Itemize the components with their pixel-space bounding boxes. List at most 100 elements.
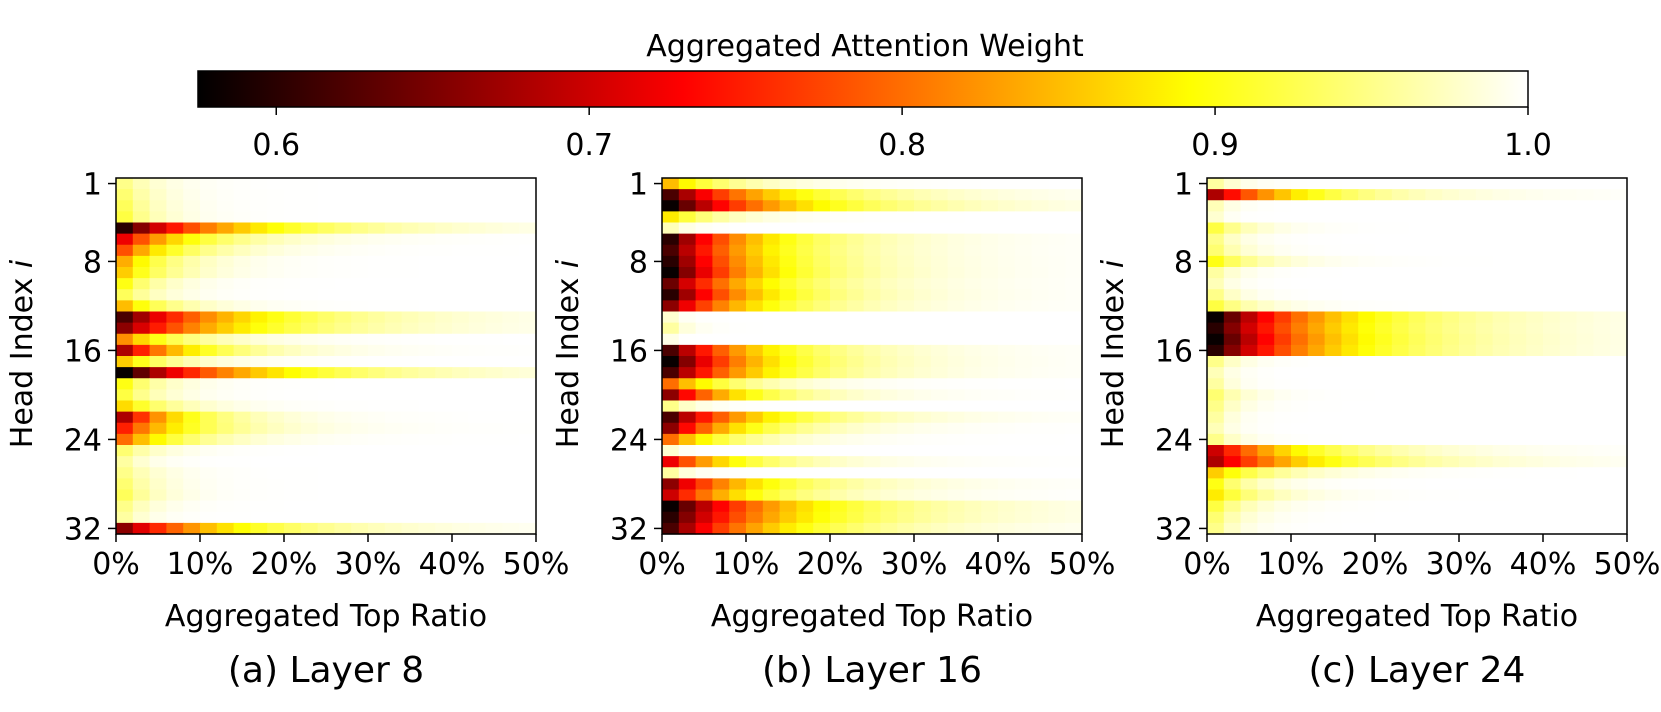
- heatmap-cell: [502, 322, 520, 335]
- heatmap-cell: [1425, 211, 1443, 224]
- heatmap-cell: [468, 333, 487, 346]
- heatmap-cell: [183, 478, 201, 491]
- heatmap-cell: [317, 400, 335, 413]
- heatmap-cell: [233, 289, 251, 301]
- heatmap-cell: [1240, 189, 1258, 201]
- heatmap-cell: [947, 422, 965, 435]
- heatmap-cell: [1291, 467, 1309, 479]
- heatmap-cell: [267, 244, 285, 257]
- heatmap-cell: [1509, 522, 1527, 535]
- heatmap-cell: [1341, 300, 1359, 313]
- heatmap-cell: [1509, 178, 1527, 190]
- heatmap-cell: [233, 433, 251, 446]
- heatmap-cell: [1492, 489, 1510, 502]
- heatmap-cell: [502, 200, 520, 212]
- heatmap-cell: [132, 333, 151, 346]
- heatmap-cell: [418, 411, 436, 424]
- heatmap-cell: [830, 500, 848, 513]
- heatmap-cell: [1375, 389, 1393, 402]
- heatmap-cell: [796, 255, 814, 268]
- heatmap-cell: [334, 300, 352, 313]
- heatmap-cell: [813, 311, 831, 324]
- heatmap-cell: [729, 267, 747, 279]
- heatmap-cell: [1358, 211, 1376, 224]
- heatmap-cell: [519, 356, 537, 368]
- heatmap-cell: [502, 244, 520, 257]
- x-tick-label: 10%: [167, 547, 234, 582]
- x-tick-label: 50%: [1594, 547, 1661, 582]
- heatmap-cell: [1408, 189, 1426, 201]
- heatmap-cell: [1341, 344, 1359, 357]
- heatmap-cell: [1459, 489, 1477, 502]
- heatmap-cell: [1509, 255, 1527, 268]
- heatmap-cell: [1324, 478, 1342, 491]
- colorbar-title: Aggregated Attention Weight: [646, 29, 1084, 64]
- heatmap-cell: [1048, 389, 1066, 402]
- heatmap-cell: [233, 200, 251, 212]
- heatmap-cell: [300, 178, 319, 190]
- heatmap-cell: [947, 467, 965, 479]
- heatmap-cell: [695, 244, 713, 257]
- heatmap-cell: [1014, 489, 1033, 502]
- heatmap-cell: [1048, 211, 1066, 224]
- heatmap-cell: [712, 200, 730, 212]
- heatmap-cell: [880, 233, 898, 246]
- heatmap-cell: [284, 400, 302, 413]
- heatmap-cell: [678, 189, 697, 201]
- heatmap-cell: [149, 378, 167, 390]
- heatmap-cell: [334, 378, 352, 390]
- heatmap-cell: [1324, 200, 1342, 212]
- heatmap-cell: [1559, 445, 1578, 457]
- heatmap-cell: [1593, 333, 1611, 346]
- heatmap-cell: [1408, 311, 1426, 324]
- heatmap-cell: [914, 311, 932, 324]
- heatmap-cell: [678, 522, 697, 535]
- heatmap-cell: [1509, 222, 1527, 235]
- heatmap-cell: [317, 522, 335, 535]
- heatmap-cell: [452, 322, 470, 335]
- heatmap-cell: [284, 389, 302, 402]
- heatmap-cell: [317, 222, 335, 235]
- heatmap-cell: [964, 289, 982, 301]
- heatmap-cell: [452, 211, 470, 224]
- heatmap-cell: [1065, 356, 1083, 368]
- heatmap-cell: [1526, 433, 1544, 446]
- heatmap-cell: [166, 422, 184, 435]
- heatmap-cell: [846, 522, 865, 535]
- heatmap-cell: [1240, 400, 1258, 413]
- heatmap-cell: [779, 456, 797, 468]
- heatmap-cell: [863, 433, 881, 446]
- heatmap-cell: [1223, 178, 1242, 190]
- heatmap-cell: [502, 389, 520, 402]
- heatmap-cell: [132, 189, 151, 201]
- heatmap-cell: [846, 411, 865, 424]
- heatmap-cell: [729, 467, 747, 479]
- heatmap-cell: [1065, 378, 1083, 390]
- heatmap-cell: [233, 178, 251, 190]
- heatmap-cell: [1425, 189, 1443, 201]
- heatmap-cell: [334, 344, 352, 357]
- heatmap-cell: [1543, 522, 1561, 535]
- heatmap-cell: [1358, 311, 1376, 324]
- heatmap-cell: [132, 489, 151, 502]
- heatmap-cell: [1031, 522, 1049, 535]
- heatmap-cell: [695, 378, 713, 390]
- heatmap-cell: [880, 211, 898, 224]
- heatmap-cell: [250, 478, 268, 491]
- heatmap-cell: [1223, 311, 1242, 324]
- heatmap-cell: [947, 189, 965, 201]
- x-axis-ticks: 0% 10% 20% 30% 40% 50%: [638, 534, 1115, 582]
- heatmap-cell: [284, 322, 302, 335]
- heatmap-cell: [813, 278, 831, 290]
- heatmap-cell: [418, 267, 436, 279]
- heatmap-cell: [452, 356, 470, 368]
- heatmap-cell: [762, 222, 781, 235]
- heatmap-cell: [1543, 278, 1561, 290]
- heatmap-cell: [284, 333, 302, 346]
- heatmap-cell: [149, 511, 167, 524]
- heatmap-cell: [216, 522, 235, 535]
- heatmap-cell: [1526, 456, 1544, 468]
- heatmap-cell: [880, 489, 898, 502]
- heatmap-cell: [401, 489, 419, 502]
- heatmap-cell: [998, 378, 1016, 390]
